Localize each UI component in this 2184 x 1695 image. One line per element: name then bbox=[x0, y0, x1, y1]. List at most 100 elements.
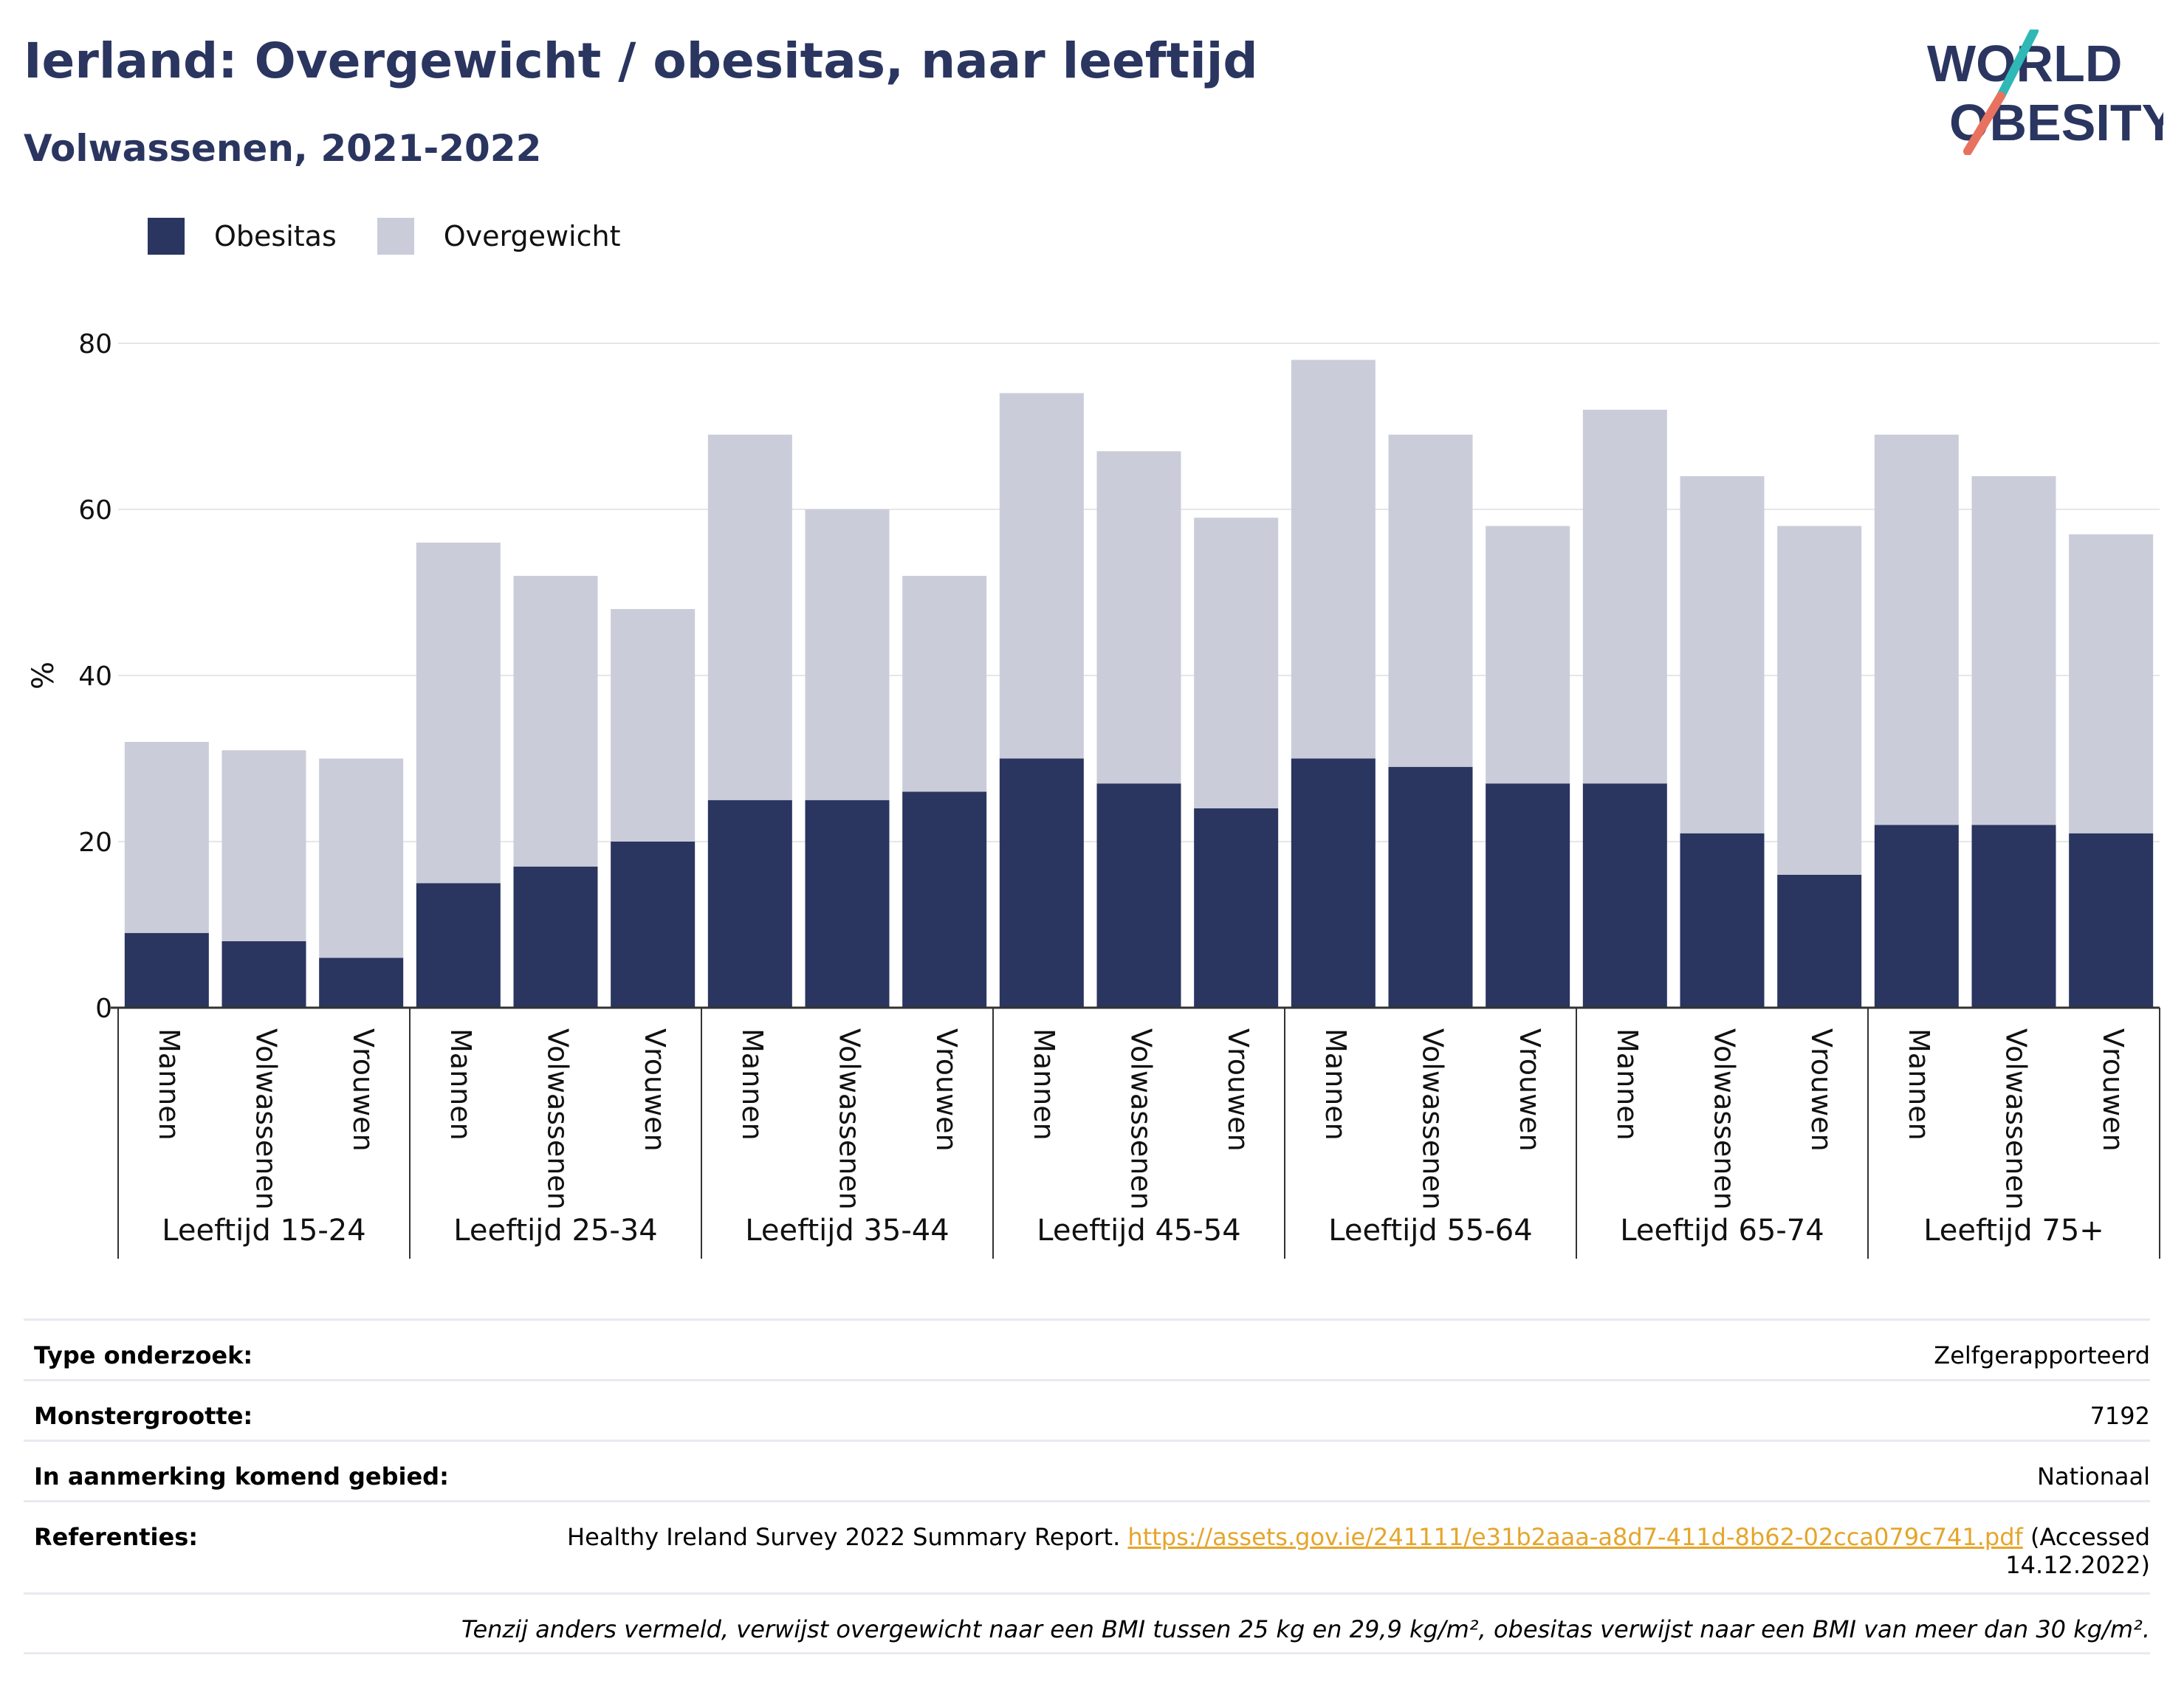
x-tick-label: Mannen bbox=[736, 1028, 769, 1141]
legend-label-overgewicht: Overgewicht bbox=[443, 220, 621, 252]
bar-obesitas bbox=[124, 932, 209, 1008]
bar-overgewicht bbox=[1486, 526, 1570, 784]
stacked-bar-chart: 0 20 40 60 80% Mannen Volwassenen Vrouwen Leefti… bbox=[27, 329, 2160, 1259]
x-tick-label: Vrouwen bbox=[1222, 1028, 1254, 1152]
x-tick-label: Vrouwen bbox=[1805, 1028, 1838, 1152]
bar-obesitas bbox=[999, 758, 1084, 1008]
page-subtitle: Volwassenen, 2021-2022 bbox=[24, 127, 542, 170]
bar-obesitas bbox=[1096, 783, 1181, 1008]
legend-label-obesitas: Obesitas bbox=[214, 220, 337, 252]
y-tick-label: 60 bbox=[78, 495, 112, 526]
bar-overgewicht bbox=[2069, 534, 2154, 833]
bar-obesitas bbox=[416, 883, 501, 1008]
bar-overgewicht bbox=[1096, 451, 1181, 784]
bar-obesitas bbox=[1582, 783, 1667, 1008]
y-tick-label: 40 bbox=[78, 661, 112, 692]
info-table: Type onderzoek: Zelfgerapporteerd Monste… bbox=[24, 1318, 2150, 1654]
bar-obesitas bbox=[222, 941, 306, 1008]
info-key: Type onderzoek: bbox=[34, 1341, 253, 1369]
x-tick-label: Volwassenen bbox=[1125, 1028, 1158, 1210]
info-row-type: Type onderzoek: Zelfgerapporteerd bbox=[24, 1318, 2150, 1379]
bar-obesitas bbox=[805, 800, 890, 1008]
bar-overgewicht bbox=[805, 509, 890, 800]
x-tick-label: Volwassenen bbox=[1417, 1028, 1449, 1210]
y-tick-label: 80 bbox=[78, 329, 112, 360]
bar-obesitas bbox=[1680, 833, 1765, 1008]
footnote: Tenzij anders vermeld, verwijst overgewi… bbox=[461, 1615, 2150, 1643]
bar-overgewicht bbox=[124, 742, 209, 933]
bar-overgewicht bbox=[319, 758, 404, 958]
group-label: Leeftijd 35-44 bbox=[745, 1214, 949, 1248]
group-label: Leeftijd 15-24 bbox=[162, 1214, 365, 1248]
group-label: Leeftijd 65-74 bbox=[1620, 1214, 1824, 1248]
info-value: Nationaal bbox=[2037, 1462, 2150, 1491]
bar-obesitas bbox=[611, 842, 696, 1008]
reference-link[interactable]: https://assets.gov.ie/241111/e31b2aaa-a8… bbox=[1127, 1523, 2023, 1551]
x-tick-label: Mannen bbox=[1611, 1028, 1644, 1141]
x-tick-label: Mannen bbox=[153, 1028, 185, 1141]
legend-item-overgewicht: Overgewicht bbox=[377, 218, 621, 255]
bar-obesitas bbox=[1194, 808, 1279, 1008]
x-tick-label: Vrouwen bbox=[347, 1028, 380, 1152]
group-label: Leeftijd 25-34 bbox=[453, 1214, 657, 1248]
bar-obesitas bbox=[2069, 833, 2154, 1008]
x-tick-label: Vrouwen bbox=[930, 1028, 963, 1152]
info-row-area: In aanmerking komend gebied: Nationaal bbox=[24, 1440, 2150, 1500]
bar-obesitas bbox=[1388, 766, 1473, 1008]
legend-swatch-overgewicht bbox=[377, 218, 414, 255]
bar-overgewicht bbox=[1874, 434, 1959, 825]
x-tick-label: Mannen bbox=[444, 1028, 477, 1141]
bar-overgewicht bbox=[1680, 476, 1765, 833]
bar-obesitas bbox=[513, 866, 598, 1008]
info-key: Monstergrootte: bbox=[34, 1402, 253, 1430]
bar-obesitas bbox=[319, 957, 404, 1008]
bar-overgewicht bbox=[1971, 476, 2056, 825]
bar-overgewicht bbox=[1777, 526, 1862, 875]
page-title: Ierland: Overgewicht / obesitas, naar le… bbox=[24, 32, 1258, 89]
bar-overgewicht bbox=[611, 609, 696, 842]
bar-obesitas bbox=[1486, 783, 1570, 1008]
x-tick-label: Volwassenen bbox=[250, 1028, 283, 1210]
group-label: Leeftijd 45-54 bbox=[1037, 1214, 1240, 1248]
info-key: In aanmerking komend gebied: bbox=[34, 1462, 449, 1491]
bar-overgewicht bbox=[416, 543, 501, 884]
info-value: Zelfgerapporteerd bbox=[1934, 1341, 2150, 1369]
x-tick-label: Volwassenen bbox=[1709, 1028, 1741, 1210]
x-tick-label: Mannen bbox=[1319, 1028, 1352, 1141]
x-tick-label: Vrouwen bbox=[2097, 1028, 2129, 1152]
bar-overgewicht bbox=[1582, 410, 1667, 784]
bar-obesitas bbox=[1971, 825, 2056, 1008]
x-tick-label: Volwassenen bbox=[834, 1028, 866, 1210]
legend-swatch-obesitas bbox=[148, 218, 185, 255]
bar-overgewicht bbox=[513, 576, 598, 867]
info-row-references: Referenties: Healthy Ireland Survey 2022… bbox=[24, 1500, 2150, 1592]
world-obesity-logo: WORLD OBESITY bbox=[1927, 30, 2163, 155]
x-tick-label: Volwassenen bbox=[542, 1028, 574, 1210]
group-label: Leeftijd 75+ bbox=[1923, 1214, 2104, 1248]
bar-obesitas bbox=[1874, 825, 1959, 1008]
info-row-note: Tenzij anders vermeld, verwijst overgewi… bbox=[24, 1592, 2150, 1654]
chart-legend: Obesitas Overgewicht bbox=[148, 218, 662, 255]
bar-overgewicht bbox=[999, 393, 1084, 759]
group-label: Leeftijd 55-64 bbox=[1328, 1214, 1532, 1248]
reference-text: Healthy Ireland Survey 2022 Summary Repo… bbox=[567, 1523, 1121, 1551]
y-tick-label: 0 bbox=[95, 994, 112, 1024]
bar-obesitas bbox=[1291, 758, 1376, 1008]
y-tick-label: 20 bbox=[78, 828, 112, 858]
x-tick-label: Mannen bbox=[1903, 1028, 1935, 1141]
bar-overgewicht bbox=[902, 576, 987, 792]
bar-overgewicht bbox=[707, 434, 792, 800]
y-axis-title: % bbox=[27, 661, 61, 690]
x-tick-label: Volwassenen bbox=[2000, 1028, 2033, 1210]
reference-accessed: (Accessed 14.12.2022) bbox=[2005, 1523, 2150, 1579]
info-key: Referenties: bbox=[34, 1523, 199, 1551]
bar-obesitas bbox=[1777, 875, 1862, 1008]
legend-item-obesitas: Obesitas bbox=[148, 218, 337, 255]
bar-obesitas bbox=[707, 800, 792, 1008]
x-tick-label: Vrouwen bbox=[639, 1028, 671, 1152]
bar-overgewicht bbox=[1291, 360, 1376, 759]
bar-overgewicht bbox=[1194, 518, 1279, 808]
bar-overgewicht bbox=[1388, 434, 1473, 767]
x-tick-label: Mannen bbox=[1028, 1028, 1060, 1141]
bar-overgewicht bbox=[222, 750, 306, 941]
